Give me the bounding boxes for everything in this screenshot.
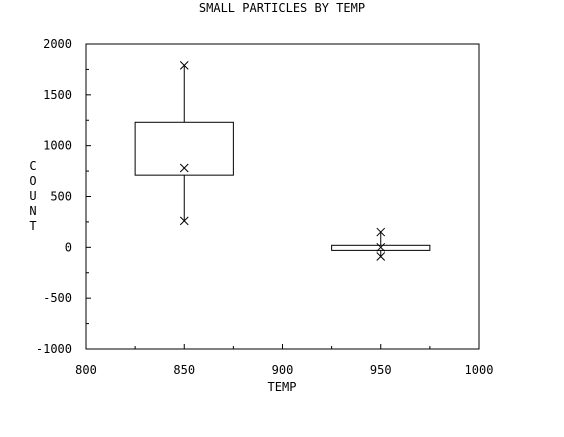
y-tick-label: -500 bbox=[43, 291, 72, 305]
y-tick-label: 0 bbox=[65, 240, 72, 254]
y-axis-label-char: U bbox=[29, 189, 36, 203]
x-tick-label: 1000 bbox=[465, 363, 494, 377]
plot-frame bbox=[85, 43, 480, 350]
data-point-x-marker bbox=[376, 252, 386, 261]
y-axis-label-char: C bbox=[29, 159, 36, 173]
y-tick-label: 500 bbox=[50, 190, 72, 204]
box bbox=[331, 244, 431, 251]
x-axis-label: TEMP bbox=[268, 380, 297, 394]
y-axis-label-char: N bbox=[29, 204, 36, 218]
x-tick-label: 950 bbox=[370, 363, 392, 377]
x-axis: 800 850 900 950 1000 bbox=[75, 344, 493, 377]
y-tick-label: 1000 bbox=[43, 139, 72, 153]
y-tick-label: 1500 bbox=[43, 88, 72, 102]
y-axis-label-char: O bbox=[29, 174, 36, 188]
chart-title: SMALL PARTICLES BY TEMP bbox=[199, 1, 365, 15]
y-tick-label: -1000 bbox=[36, 342, 72, 356]
data-point-x-marker bbox=[376, 242, 386, 252]
y-axis: -1000 -500 0 500 1000 1500 2000 bbox=[36, 37, 91, 356]
x-tick-label: 800 bbox=[75, 363, 97, 377]
data-point-x-marker bbox=[179, 163, 189, 173]
y-tick-label: 2000 bbox=[43, 37, 72, 51]
x-tick-label: 900 bbox=[272, 363, 294, 377]
data-point-x-marker bbox=[179, 216, 189, 226]
box-plot-series bbox=[134, 60, 431, 261]
y-axis-label-char: T bbox=[29, 219, 36, 233]
box bbox=[134, 121, 234, 176]
data-point-x-marker bbox=[179, 60, 189, 70]
data-point-x-marker bbox=[376, 227, 386, 237]
x-tick-label: 850 bbox=[173, 363, 195, 377]
